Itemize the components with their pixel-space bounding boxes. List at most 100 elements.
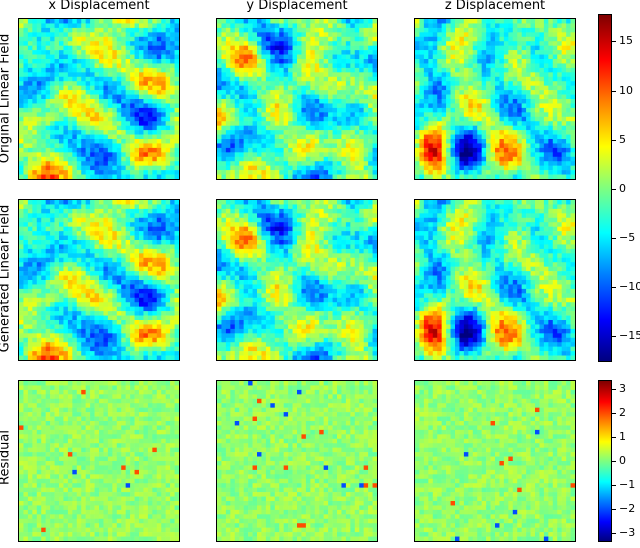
heatmap-cell bbox=[50, 50, 55, 55]
heatmap-cell bbox=[217, 59, 222, 64]
heatmap-cell bbox=[225, 90, 231, 95]
heatmap-cell bbox=[517, 143, 522, 149]
heatmap-cell bbox=[337, 99, 342, 104]
heatmap-cell bbox=[170, 328, 175, 334]
heatmap-cell bbox=[495, 143, 500, 149]
heatmap-cell bbox=[526, 152, 531, 158]
heatmap-cell bbox=[543, 134, 549, 140]
heatmap-cell bbox=[248, 121, 253, 126]
heatmap-cell bbox=[570, 19, 575, 24]
heatmap-cell bbox=[217, 156, 222, 162]
heatmap-cell bbox=[415, 59, 420, 64]
heatmap-cell bbox=[332, 76, 338, 82]
heatmap-cell bbox=[72, 130, 78, 135]
heatmap-cell bbox=[548, 116, 554, 122]
heatmap-cell bbox=[94, 152, 100, 158]
heatmap-cell bbox=[139, 165, 144, 171]
heatmap-cell bbox=[319, 27, 324, 33]
heatmap-cell bbox=[143, 41, 149, 46]
heatmap-cell bbox=[85, 262, 91, 267]
heatmap-cell bbox=[170, 32, 175, 38]
heatmap-cell bbox=[486, 170, 491, 175]
heatmap-cell bbox=[446, 170, 451, 175]
heatmap-cell bbox=[99, 333, 104, 339]
heatmap-cell bbox=[112, 217, 118, 223]
heatmap-cell bbox=[481, 174, 487, 179]
heatmap-cell bbox=[221, 63, 227, 69]
heatmap-cell bbox=[310, 121, 316, 126]
heatmap-cell bbox=[19, 217, 24, 223]
heatmap-cell bbox=[332, 143, 338, 149]
heatmap-cell bbox=[301, 147, 307, 153]
heatmap-cell bbox=[490, 90, 496, 95]
heatmap-cell bbox=[54, 99, 60, 104]
heatmap-cell bbox=[570, 112, 575, 118]
heatmap-cell bbox=[561, 72, 567, 78]
heatmap-cell bbox=[490, 85, 496, 91]
heatmap-cell bbox=[446, 50, 451, 55]
heatmap-cell bbox=[517, 94, 522, 100]
heatmap-cell bbox=[450, 143, 456, 149]
heatmap-cell bbox=[27, 139, 33, 144]
heatmap-cell bbox=[437, 156, 442, 162]
heatmap-cell bbox=[415, 94, 420, 100]
heatmap-cell bbox=[486, 165, 491, 171]
heatmap-cell bbox=[174, 156, 179, 162]
heatmap-cell bbox=[328, 156, 333, 162]
heatmap-cell bbox=[283, 41, 289, 46]
heatmap-cell bbox=[116, 306, 122, 312]
heatmap-cell bbox=[112, 204, 118, 210]
heatmap-cell bbox=[19, 76, 24, 82]
heatmap-cell bbox=[85, 328, 91, 334]
heatmap-cell bbox=[99, 23, 104, 29]
heatmap-cell bbox=[90, 76, 95, 82]
row-label-original: Original Linear Field bbox=[0, 33, 13, 164]
heatmap-cell bbox=[156, 50, 162, 55]
heatmap-cell bbox=[81, 112, 86, 118]
heatmap-cell bbox=[94, 208, 100, 214]
heatmap-cell bbox=[508, 81, 514, 86]
heatmap-cell bbox=[314, 54, 320, 60]
heatmap-cell bbox=[359, 32, 364, 38]
heatmap-cell bbox=[161, 315, 166, 321]
heatmap-cell bbox=[27, 36, 33, 42]
heatmap-cell bbox=[121, 257, 126, 263]
heatmap-cell bbox=[243, 139, 249, 144]
heatmap-cell bbox=[463, 76, 469, 82]
heatmap-cell bbox=[521, 143, 527, 149]
heatmap-cell bbox=[459, 116, 465, 122]
heatmap-cell bbox=[521, 67, 527, 73]
heatmap-cell bbox=[76, 90, 82, 95]
heatmap-cell bbox=[125, 275, 131, 281]
heatmap-cell bbox=[301, 116, 307, 122]
heatmap-cell bbox=[59, 333, 64, 339]
heatmap-cell bbox=[270, 67, 276, 73]
heatmap-cell bbox=[512, 112, 518, 118]
heatmap-cell bbox=[225, 59, 231, 64]
heatmap-cell bbox=[570, 143, 575, 149]
heatmap-cell bbox=[217, 85, 222, 91]
heatmap-cell bbox=[134, 275, 140, 281]
heatmap-cell bbox=[112, 165, 118, 171]
heatmap-cell bbox=[94, 217, 100, 223]
heatmap-cell bbox=[156, 27, 162, 33]
heatmap-cell bbox=[54, 152, 60, 158]
heatmap-cell bbox=[341, 94, 347, 100]
heatmap-cell bbox=[103, 253, 109, 259]
heatmap-cell bbox=[332, 174, 338, 179]
heatmap-cell bbox=[90, 94, 95, 100]
heatmap-cell bbox=[521, 54, 527, 60]
heatmap-cell bbox=[36, 81, 42, 86]
heatmap-cell bbox=[152, 103, 158, 109]
heatmap-cell bbox=[323, 59, 329, 64]
heatmap-cell bbox=[143, 85, 149, 91]
heatmap-cell bbox=[566, 170, 571, 175]
heatmap-cell bbox=[112, 59, 118, 64]
heatmap-cell bbox=[463, 152, 469, 158]
heatmap-cell bbox=[301, 23, 307, 29]
heatmap-cell bbox=[45, 103, 51, 109]
heatmap-cell bbox=[170, 253, 175, 259]
heatmap-cell bbox=[257, 76, 262, 82]
heatmap-cell bbox=[125, 107, 131, 113]
heatmap-cell bbox=[225, 170, 231, 175]
